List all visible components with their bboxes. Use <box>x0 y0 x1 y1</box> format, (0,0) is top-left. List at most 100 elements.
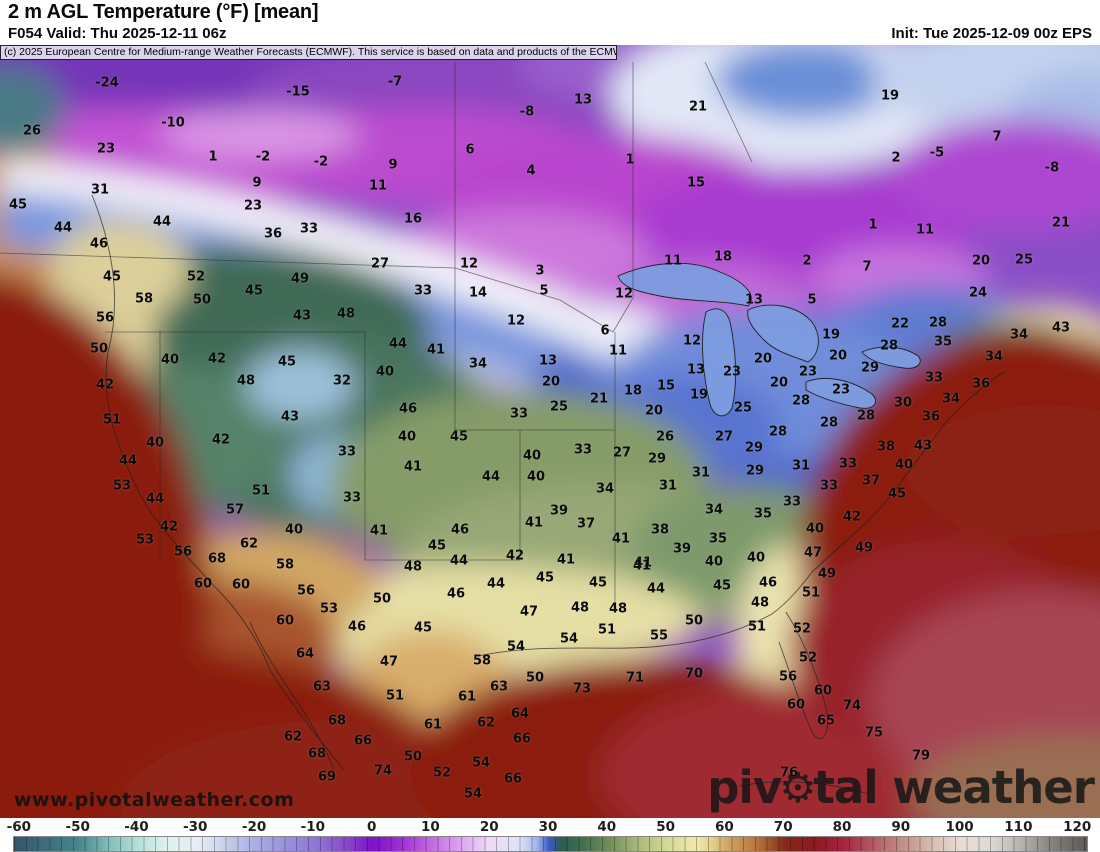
temp-label: 34 <box>984 349 1004 365</box>
temp-label: 55 <box>649 628 669 644</box>
temp-label: 51 <box>801 585 821 601</box>
temp-label: 9 <box>252 175 262 191</box>
temp-label: 21 <box>589 391 609 407</box>
temp-label: 21 <box>1051 215 1071 231</box>
temp-label: 60 <box>275 613 295 629</box>
temp-label: 40 <box>746 550 766 566</box>
temp-label: 5 <box>807 292 817 308</box>
temp-label: 47 <box>803 545 823 561</box>
temp-label: -2 <box>313 154 329 170</box>
temp-label: 64 <box>295 646 315 662</box>
temp-label: 64 <box>510 706 530 722</box>
temp-label: 45 <box>449 429 469 445</box>
temp-label: 32 <box>332 373 352 389</box>
temp-label: 51 <box>102 412 122 428</box>
temp-label: 29 <box>647 451 667 467</box>
temp-label: 11 <box>915 222 935 238</box>
temp-label: -8 <box>519 104 535 120</box>
temp-label: 37 <box>861 473 881 489</box>
temp-label: 33 <box>509 406 529 422</box>
temp-label: 74 <box>373 763 393 779</box>
temp-label: 46 <box>347 619 367 635</box>
temp-label: 57 <box>225 502 245 518</box>
temp-label: 38 <box>876 439 896 455</box>
temp-label: 40 <box>526 469 546 485</box>
temp-label: 35 <box>708 531 728 547</box>
temp-label: 33 <box>782 494 802 510</box>
temp-label: 26 <box>655 429 675 445</box>
great-lakes <box>617 262 921 417</box>
temp-label: 45 <box>8 197 28 213</box>
temp-label: 14 <box>468 285 488 301</box>
temp-label: 44 <box>481 469 501 485</box>
temp-label: 54 <box>471 755 491 771</box>
temp-label: 44 <box>449 553 469 569</box>
colorbar-tick: 60 <box>715 819 734 835</box>
temp-label: 40 <box>704 554 724 570</box>
temp-label: 49 <box>854 540 874 556</box>
temp-label: 20 <box>828 348 848 364</box>
temp-label: 68 <box>327 713 347 729</box>
colorbar-segment-lines <box>14 837 1087 851</box>
temp-label: 16 <box>403 211 423 227</box>
temp-label: 28 <box>928 315 948 331</box>
temp-label: 33 <box>819 478 839 494</box>
temp-label: 50 <box>192 292 212 308</box>
temp-label: 29 <box>860 360 880 376</box>
temp-label: 70 <box>684 666 704 682</box>
temp-label: 43 <box>913 438 933 454</box>
temp-label: 62 <box>476 715 496 731</box>
temp-label: 20 <box>541 374 561 390</box>
temp-label: 40 <box>375 364 395 380</box>
temp-label: 31 <box>90 182 110 198</box>
temp-label: 49 <box>290 271 310 287</box>
temp-label: 27 <box>612 445 632 461</box>
temp-label: 34 <box>468 356 488 372</box>
temp-label: 12 <box>459 256 479 272</box>
temp-label: 51 <box>747 619 767 635</box>
temp-label: 41 <box>633 555 653 571</box>
temp-label: 45 <box>244 283 264 299</box>
colorbar-tick: -10 <box>300 819 326 835</box>
temp-label: 23 <box>831 382 851 398</box>
temp-label: 13 <box>744 292 764 308</box>
temp-label: 48 <box>403 559 423 575</box>
temp-label: 58 <box>472 653 492 669</box>
temp-label: 46 <box>450 522 470 538</box>
temp-label: 28 <box>791 393 811 409</box>
temp-label: 6 <box>600 323 610 339</box>
temp-label: 15 <box>686 175 706 191</box>
temp-label: 56 <box>173 544 193 560</box>
temp-label: 41 <box>524 515 544 531</box>
logo-text-left: piv <box>707 761 782 814</box>
temp-label: 33 <box>924 370 944 386</box>
temp-label: 36 <box>921 409 941 425</box>
temp-label: 51 <box>385 688 405 704</box>
temp-label: 40 <box>145 435 165 451</box>
temp-label: 28 <box>856 408 876 424</box>
temp-label: 44 <box>646 581 666 597</box>
temp-label: 50 <box>89 341 109 357</box>
temp-label: 2 <box>891 150 901 166</box>
temp-label: 42 <box>207 351 227 367</box>
temp-label: 46 <box>446 586 466 602</box>
temp-label: 26 <box>22 123 42 139</box>
temp-label: 33 <box>299 221 319 237</box>
temp-label: 62 <box>283 729 303 745</box>
colorbar-gradient <box>13 836 1088 852</box>
coastlines <box>91 194 1005 795</box>
watermark: www.pivotalweather.com <box>14 789 295 811</box>
colorbar-tick: 10 <box>421 819 440 835</box>
temp-label: 46 <box>89 236 109 252</box>
temp-label: 11 <box>608 343 628 359</box>
temp-label: 39 <box>672 541 692 557</box>
temp-label: 66 <box>353 733 373 749</box>
temp-label: 52 <box>792 621 812 637</box>
temp-label: 52 <box>432 765 452 781</box>
colorbar-tick: 20 <box>479 819 499 835</box>
temp-label: 42 <box>842 509 862 525</box>
temp-label: 48 <box>336 306 356 322</box>
temp-label: 43 <box>280 409 300 425</box>
temp-label: 13 <box>573 92 593 108</box>
